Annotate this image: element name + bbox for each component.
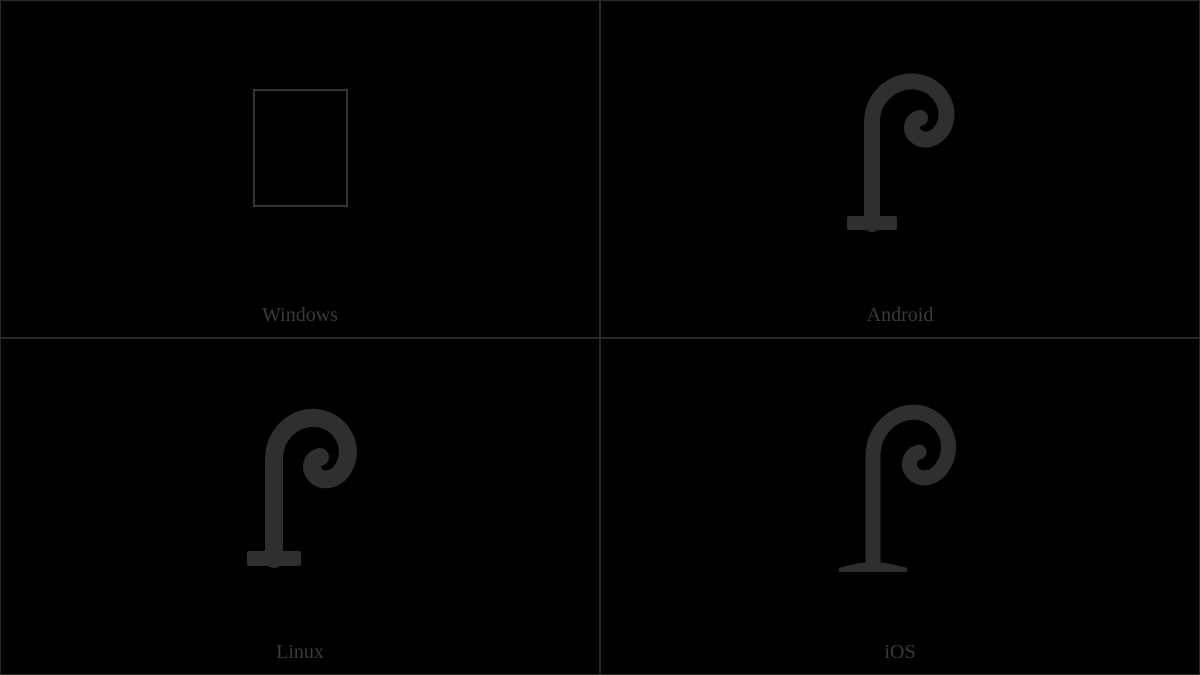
glyph-ios	[601, 339, 1199, 675]
label-android: Android	[601, 304, 1199, 327]
glyph-svg-android	[830, 64, 970, 244]
cell-ios: iOS	[600, 338, 1200, 675]
label-ios: iOS	[601, 641, 1199, 664]
cell-windows: Windows	[0, 0, 600, 338]
label-linux: Linux	[1, 641, 599, 664]
glyph-android	[601, 1, 1199, 337]
glyph-svg-ios	[825, 396, 975, 586]
glyph-svg-linux	[230, 401, 370, 581]
glyph-linux	[1, 339, 599, 675]
glyph-windows	[1, 1, 599, 337]
cell-linux: Linux	[0, 338, 600, 675]
label-windows: Windows	[1, 304, 599, 327]
cell-android: Android	[600, 0, 1200, 338]
glyph-grid: Windows Android Linux	[0, 0, 1200, 675]
tofu-box	[253, 89, 348, 207]
